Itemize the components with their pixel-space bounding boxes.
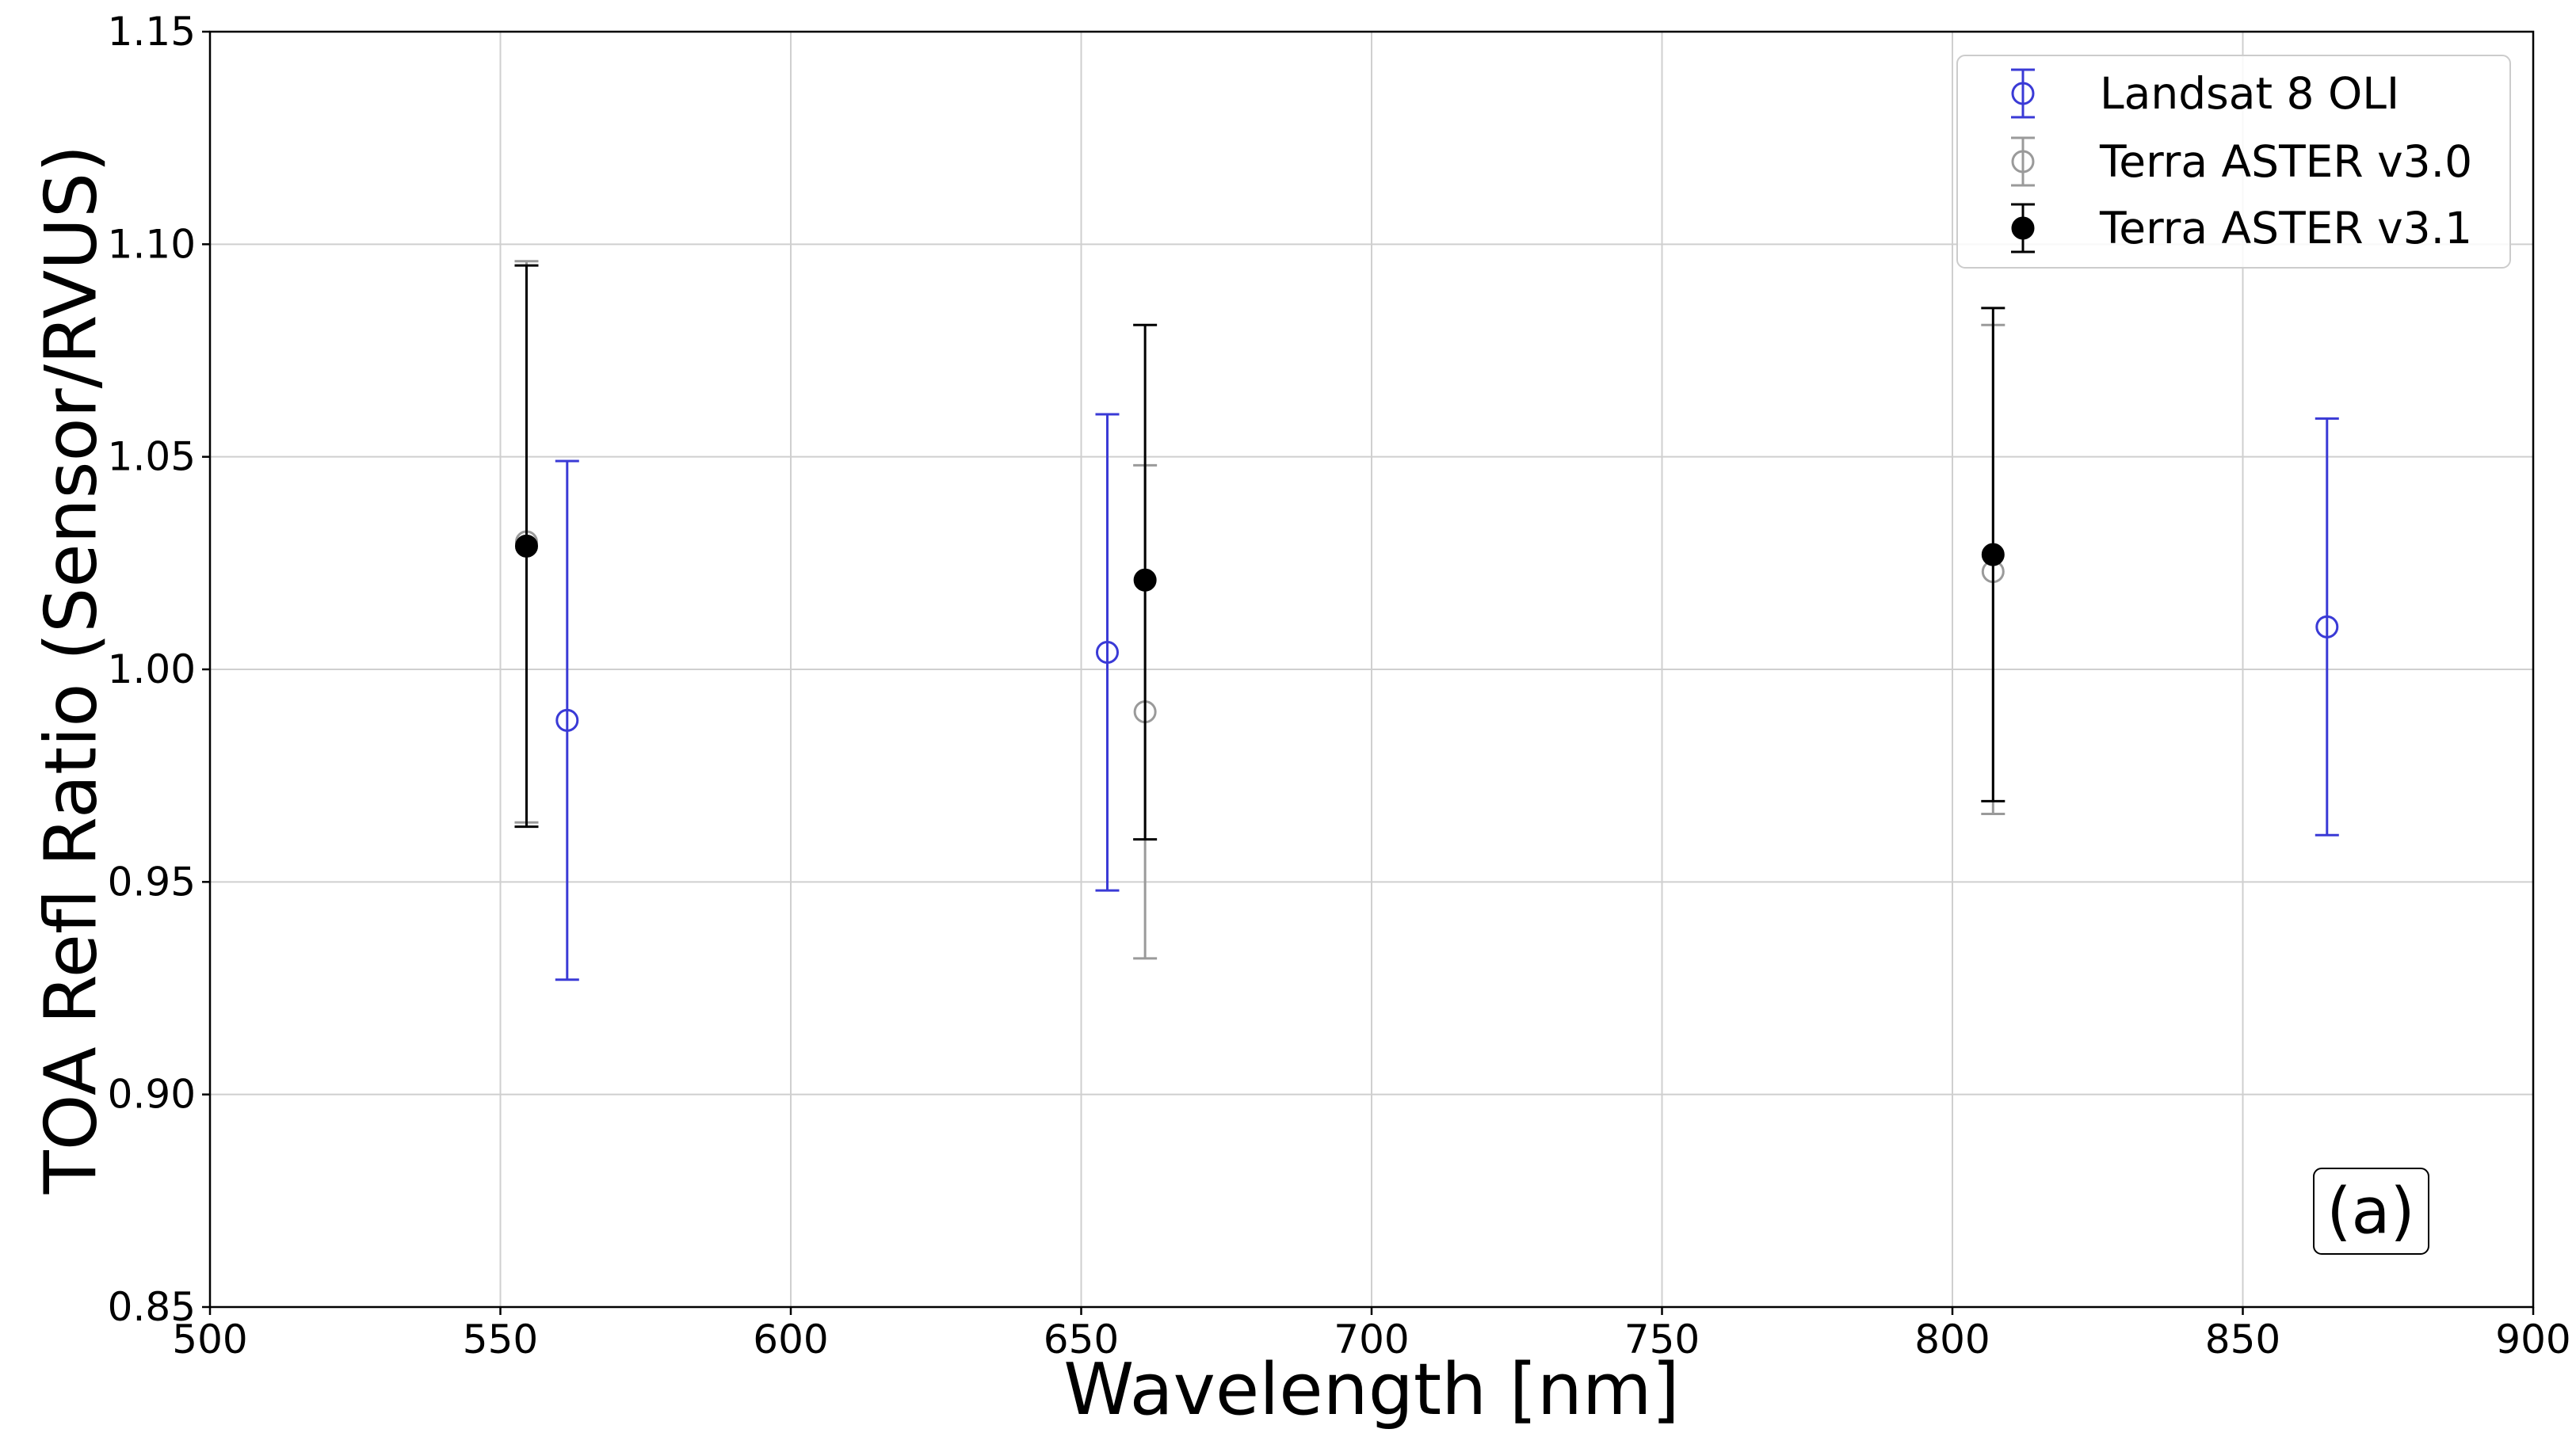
series-terra-aster-v3-1 [514, 264, 2005, 841]
series-terra-aster-v3-1-point-1-marker [1133, 568, 1157, 592]
legend-terra-aster-v3-1-label: Terra ASTER v3.1 [2099, 203, 2472, 253]
x-tick-label-2: 600 [753, 1317, 828, 1362]
legend-terra-aster-v3-1-marker [2011, 216, 2035, 240]
y-axis-title: TOA Refl Ratio (Sensor/RVUS) [30, 145, 113, 1195]
y-tick-label-6: 1.15 [108, 9, 196, 55]
x-tick-label-7: 850 [2205, 1317, 2280, 1362]
panel-annotation: (a) [2313, 1168, 2429, 1255]
series-landsat-8-oli-point-0-marker [555, 708, 579, 732]
y-tick-label-4: 1.05 [108, 434, 196, 480]
x-tick-label-1: 550 [463, 1317, 538, 1362]
series-terra-aster-v3-1-point-0-marker [514, 534, 538, 558]
x-tick-label-3: 650 [1044, 1317, 1119, 1362]
series-landsat-8-oli [555, 413, 2339, 981]
x-axis-title: Wavelength [nm] [1063, 1348, 1679, 1431]
series-landsat-8-oli-point-1-marker [1095, 641, 1119, 665]
axis-ticks: 500 550 600 650 700 750 800 850 900 0.85 0.90 0.95 1… [108, 9, 2571, 1362]
series-landsat-8-oli-point-2-marker [2315, 615, 2339, 638]
y-tick-label-3: 1.00 [108, 646, 196, 692]
legend-landsat-8-oli-label: Landsat 8 OLI [2100, 68, 2399, 119]
annotation-label: (a) [2326, 1175, 2414, 1248]
series-terra-aster-v3-1-point-2-marker [1981, 543, 2005, 566]
y-tick-label-2: 0.95 [108, 859, 196, 905]
x-tick-label-6: 800 [1914, 1317, 1990, 1362]
y-tick-label-1: 0.90 [108, 1072, 196, 1118]
x-tick-label-0: 500 [172, 1317, 247, 1362]
legend-box [1956, 55, 2511, 269]
data-series [514, 260, 2339, 981]
y-tick-label-5: 1.10 [108, 221, 196, 267]
legend-landsat-8-oli-marker [2011, 82, 2035, 105]
legend: Landsat 8 OLI Terra ASTER v3.0 Terra ASTER… [1956, 55, 2511, 269]
x-tick-label-8: 900 [2495, 1317, 2570, 1362]
legend-terra-aster-v3-0-marker [2011, 150, 2035, 173]
x-tick-label-4: 700 [1334, 1317, 1409, 1362]
y-tick-label-0: 0.85 [108, 1284, 196, 1330]
x-tick-label-5: 750 [1624, 1317, 1700, 1362]
annotation-box [2313, 1168, 2429, 1255]
legend-terra-aster-v3-0-label: Terra ASTER v3.0 [2099, 136, 2472, 187]
